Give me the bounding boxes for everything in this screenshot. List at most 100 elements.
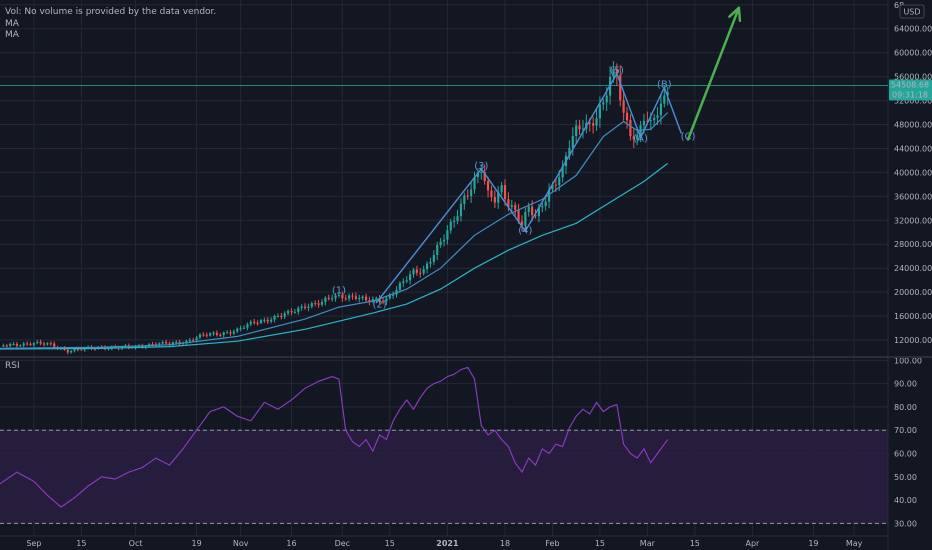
candle-body — [381, 301, 385, 303]
forecast-arrow[interactable] — [686, 6, 742, 141]
currency-label[interactable]: USD — [903, 8, 920, 17]
candle-body — [185, 340, 188, 344]
candle-body — [219, 334, 222, 336]
legend-rsi[interactable]: RSI — [5, 361, 20, 371]
price-tick-label: 24000.00 — [894, 264, 932, 273]
candle-body — [554, 184, 557, 186]
candle-body — [622, 100, 625, 113]
candle-body — [283, 313, 286, 317]
candle-body — [432, 254, 435, 263]
wave-label: (2) — [373, 300, 387, 311]
candle-body — [310, 303, 313, 307]
candle-body — [232, 331, 235, 334]
moving-average-slow — [0, 162, 669, 350]
candle-body — [422, 269, 425, 274]
elliott-wave-path[interactable] — [375, 71, 682, 304]
candle-body — [588, 122, 591, 124]
candle-body — [280, 315, 283, 317]
candle-body — [666, 92, 669, 96]
candle-body — [649, 120, 652, 122]
candle-body — [286, 311, 290, 314]
candle-body — [605, 95, 608, 103]
candle-body — [134, 345, 137, 348]
time-tick-label: Feb — [545, 539, 559, 548]
price-tick-label: 16000.00 — [894, 312, 932, 321]
candle-body — [659, 103, 663, 116]
candle-body — [388, 295, 391, 299]
price-tag-countdown: 09:31:18 — [892, 91, 928, 100]
candle-body — [436, 245, 439, 255]
candle-body — [256, 322, 259, 324]
candle-body — [592, 123, 595, 126]
time-tick-label: Apr — [746, 539, 761, 548]
candle-body — [510, 205, 513, 207]
rsi-tick-label: 70.00 — [894, 426, 917, 435]
candle-body — [507, 199, 510, 207]
wave-label: (1) — [332, 285, 346, 296]
candle-body — [524, 211, 527, 226]
wave-label: (4) — [518, 225, 532, 236]
candle-body — [503, 185, 507, 200]
price-tick-label: 52000.00 — [894, 97, 932, 106]
candle-body — [215, 332, 219, 335]
candle-body — [520, 221, 524, 226]
candle-body — [398, 283, 402, 290]
candle-body — [320, 301, 324, 305]
rsi-tick-label: 60.00 — [894, 449, 917, 458]
time-tick-label: 2021 — [436, 539, 459, 548]
candle-body — [598, 104, 602, 119]
candle-body — [656, 115, 659, 118]
candle-body — [273, 315, 276, 320]
candle-body — [632, 136, 635, 140]
candle-body — [158, 343, 161, 346]
candle-body — [612, 69, 615, 77]
candle-body — [205, 334, 208, 336]
forecast-arrow-head[interactable] — [728, 6, 742, 22]
candle-body — [314, 303, 317, 305]
time-tick-label: 15 — [690, 539, 700, 548]
candle-body — [534, 215, 537, 217]
candle-body — [253, 321, 256, 323]
candle-body — [93, 348, 97, 350]
candle-body — [327, 297, 330, 299]
price-axis: 12000.00 16000.00 20000.00 24000.00 28000.00… — [894, 1, 932, 345]
candle-body — [653, 117, 656, 121]
time-tick-label: 19 — [191, 539, 201, 548]
candle-body — [2, 345, 5, 347]
price-tick-label: 40000.00 — [894, 168, 932, 177]
candle-body — [5, 345, 8, 347]
candle-body — [625, 112, 629, 121]
forecast-arrow-shaft[interactable] — [686, 6, 741, 141]
candle-body — [290, 311, 293, 313]
time-tick-label: 15 — [385, 539, 395, 548]
candle-body — [334, 295, 337, 299]
legend-ma-2[interactable]: MA — [5, 30, 20, 40]
currency-badge[interactable] — [899, 4, 925, 19]
candle-body — [303, 306, 307, 308]
rsi-axis: 30.00 40.00 50.00 60.00 70.00 80.00 90.00 100.0… — [894, 356, 922, 528]
time-tick-label: 15 — [76, 539, 86, 548]
time-tick-label: Oct — [129, 539, 143, 548]
rsi-tick-label: 90.00 — [894, 380, 917, 389]
candle-body — [463, 195, 466, 204]
candle-body — [151, 344, 154, 346]
candle-body — [473, 176, 476, 190]
candle-body — [259, 320, 263, 324]
rsi-tick-label: 100.00 — [894, 356, 922, 365]
price-tag-price: 54508.68 — [891, 81, 929, 90]
candle-body — [192, 340, 195, 342]
candle-body — [500, 185, 503, 193]
candle-body — [70, 350, 73, 353]
candle-body — [32, 343, 35, 345]
candle-body — [493, 197, 496, 203]
candle-body — [324, 297, 327, 302]
candle-body — [558, 177, 561, 186]
time-tick-label: 18 — [500, 539, 510, 548]
legend-ma-1[interactable]: MA — [5, 19, 20, 29]
candle-body — [276, 315, 280, 317]
candle-body — [629, 120, 632, 137]
candle-body — [636, 135, 639, 140]
candle-body — [266, 319, 269, 322]
candle-body — [141, 345, 144, 348]
time-tick-label: 15 — [595, 539, 605, 548]
